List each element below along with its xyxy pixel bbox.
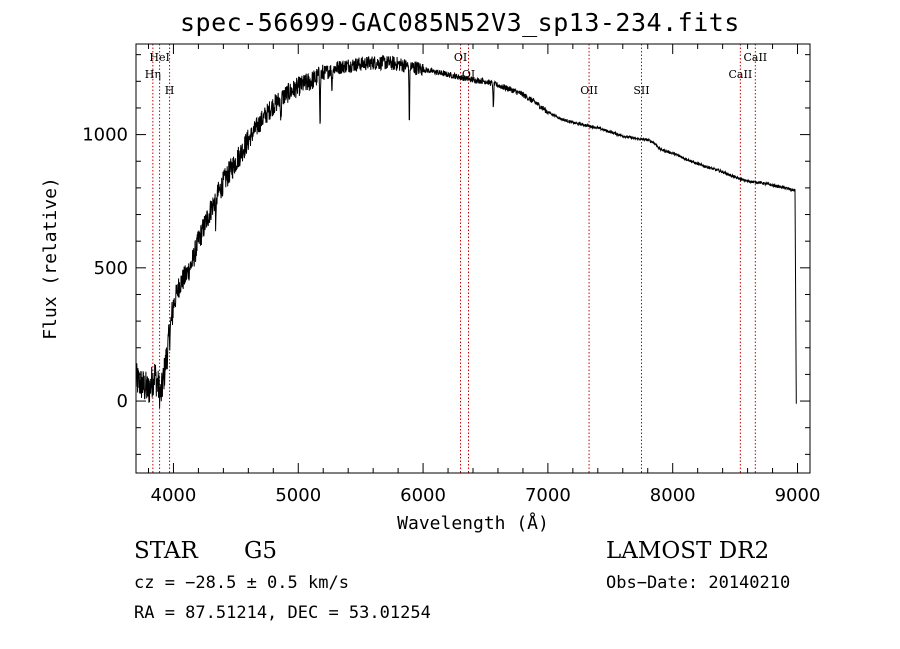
x-tick-label: 5000 (275, 485, 321, 506)
x-tick-label: 7000 (525, 485, 571, 506)
y-axis-ticks: 0 500 1000 (82, 54, 810, 455)
marker-label: OII (580, 84, 598, 97)
y-tick-label: 1000 (82, 125, 128, 146)
chart-title: spec-56699-GAC085N52V3_sp13-234.fits (180, 8, 740, 37)
x-tick-label: 6000 (400, 485, 446, 506)
plot-frame (135, 43, 811, 474)
x-tick-label: 9000 (775, 485, 821, 506)
spectrum-line (135, 55, 797, 409)
marker-label: CaII (743, 51, 767, 64)
marker-label: SII (633, 84, 649, 97)
marker-label: Hη (145, 68, 161, 81)
coordinates: RA = 87.51214, DEC = 53.01254 (134, 603, 431, 623)
marker-label: HeI (149, 51, 169, 64)
object-type: STAR (134, 538, 198, 564)
spectral-class: G5 (244, 538, 278, 564)
x-axis-label: Wavelength (Å) (397, 512, 549, 534)
marker-label: H (165, 84, 175, 97)
marker-label: CaII (729, 68, 753, 81)
spectrum-series (135, 55, 797, 409)
obs-date: Obs−Date: 20140210 (606, 573, 791, 593)
y-axis-label: Flux (relative) (40, 177, 61, 340)
redshift-text: cz = −28.5 ± 0.5 km/s (134, 573, 349, 593)
x-tick-label: 4000 (151, 485, 197, 506)
y-tick-label: 500 (94, 258, 128, 279)
marker-label: OI (454, 51, 467, 64)
y-tick-label: 0 (117, 391, 128, 412)
survey-name: LAMOST DR2 (606, 538, 770, 564)
x-axis-ticks: 4000 5000 6000 7000 8000 9000 (147, 44, 821, 506)
x-tick-label: 8000 (650, 485, 696, 506)
